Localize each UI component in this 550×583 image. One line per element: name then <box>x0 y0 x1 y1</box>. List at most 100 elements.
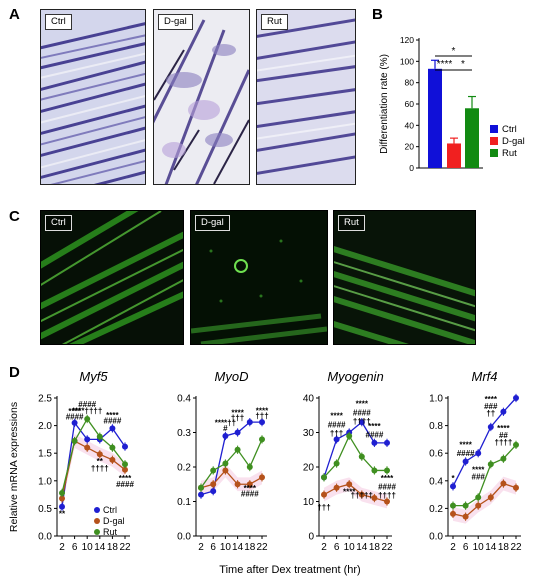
data-point-d-gal <box>333 484 340 491</box>
x-tick-label: 2 <box>59 542 65 553</box>
panel-letter-a: A <box>9 6 20 23</box>
histology-image-rut: Rut <box>256 9 356 185</box>
legend-marker-ctrl <box>94 507 100 513</box>
significance-annotation: **** <box>381 474 394 483</box>
data-point-rut <box>462 502 469 509</box>
data-point-d-gal <box>222 467 229 474</box>
data-point-rut <box>346 432 353 439</box>
y-tick-label: 1.5 <box>38 449 52 460</box>
significance-annotation: #### <box>457 449 475 458</box>
dgal-shaded-band <box>453 476 516 524</box>
panel-letter-c: C <box>9 208 20 225</box>
chart-title-myogenin: Myogenin <box>327 369 383 384</box>
data-point-rut <box>333 460 340 467</box>
significance-annotation: **** <box>68 407 81 416</box>
data-point-rut <box>500 455 507 462</box>
y-tick-label: 20 <box>303 463 315 474</box>
data-point-d-gal <box>210 481 217 488</box>
data-point-d-gal <box>500 480 507 487</box>
significance-annotation: ****†† <box>215 419 236 428</box>
data-point-rut <box>358 453 365 460</box>
significance-annotation: ††† <box>255 412 268 421</box>
y-tick-label: 1.0 <box>38 476 52 487</box>
data-point-rut <box>487 461 494 468</box>
data-point-rut <box>259 436 265 443</box>
confocal-dgal-drawing <box>191 211 327 344</box>
data-point-d-gal <box>450 510 456 517</box>
data-point-ctrl <box>246 419 253 426</box>
x-tick-label: 2 <box>321 542 327 553</box>
x-tick-label: 14 <box>232 542 244 553</box>
data-point-ctrl <box>59 503 65 510</box>
legend-label-d-gal: D-gal <box>502 136 525 147</box>
histology-dgal-drawing <box>154 10 249 184</box>
data-point-d-gal <box>122 466 128 473</box>
legend-swatch-rut <box>490 149 498 157</box>
x-tick-label: 14 <box>94 542 106 553</box>
series-line-ctrl <box>61 421 126 507</box>
dgal-shaded-band <box>201 463 262 495</box>
significance-annotation: **** <box>497 424 510 433</box>
data-point-ctrl <box>222 432 229 439</box>
y-tick-label: 40 <box>303 394 315 405</box>
x-tick-label: 10 <box>220 542 232 553</box>
x-tick-label: 2 <box>198 542 204 553</box>
data-point-ctrl <box>487 423 494 430</box>
data-point-d-gal <box>259 474 265 481</box>
data-point-d-gal <box>358 491 365 498</box>
data-point-rut <box>321 474 327 481</box>
data-point-ctrl <box>475 450 482 457</box>
legend-label-rut: Rut <box>103 527 118 537</box>
panel-letter-d: D <box>9 364 20 381</box>
data-point-rut <box>475 494 482 501</box>
confocal-label-dgal: D-gal <box>195 215 230 231</box>
x-tick-label: 18 <box>244 542 256 553</box>
data-point-d-gal <box>384 498 390 505</box>
significance-annotation: **** <box>244 484 257 493</box>
y-tick-label: 100 <box>400 56 414 66</box>
significance-annotation: # <box>223 424 228 433</box>
legend-label-d-gal: D-gal <box>103 516 125 526</box>
data-point-rut <box>198 484 204 491</box>
data-point-ctrl <box>462 458 469 465</box>
x-tick-label: 6 <box>334 542 340 553</box>
y-tick-label: 80 <box>405 78 415 88</box>
x-tick-label: 18 <box>107 542 119 553</box>
x-tick-label: 22 <box>381 542 393 553</box>
y-tick-label: 0 <box>308 532 314 543</box>
significance-annotation: †††† <box>91 464 109 473</box>
significance-annotation: #### <box>353 408 371 417</box>
confocal-ctrl-drawing <box>41 211 183 344</box>
significance-label: * <box>461 59 465 70</box>
significance-annotation: * <box>451 474 455 483</box>
x-tick-label: 2 <box>450 542 456 553</box>
histology-image-dgal: D-gal <box>153 9 250 185</box>
data-point-ctrl <box>198 491 204 498</box>
significance-annotation: **** <box>485 395 498 404</box>
histology-label-ctrl: Ctrl <box>45 14 72 30</box>
x-tick-label: 6 <box>210 542 216 553</box>
legend-marker-rut <box>94 529 100 535</box>
x-tick-label: 6 <box>72 542 78 553</box>
significance-annotation: #### <box>116 480 134 489</box>
significance-annotation: **** <box>256 407 269 416</box>
data-point-rut <box>371 467 378 474</box>
y-tick-label: 0.1 <box>177 497 191 508</box>
significance-annotation: †††† <box>378 491 396 500</box>
y-tick-label: 0 <box>409 163 414 173</box>
data-point-rut <box>513 441 519 448</box>
confocal-rut-drawing <box>334 211 475 344</box>
data-point-ctrl <box>234 429 241 436</box>
data-point-d-gal <box>513 484 519 491</box>
bar-d-gal <box>447 143 461 168</box>
x-tick-label: 18 <box>369 542 381 553</box>
significance-label: **** <box>437 59 453 70</box>
confocal-image-rut: Rut <box>333 210 476 345</box>
confocal-label-rut: Rut <box>338 215 365 231</box>
data-point-rut <box>84 415 91 422</box>
significance-annotation: **** <box>330 412 343 421</box>
significance-annotation: †† <box>486 409 495 418</box>
x-tick-label: 10 <box>82 542 94 553</box>
data-point-ctrl <box>450 483 456 490</box>
y-tick-label: 30 <box>303 428 315 439</box>
